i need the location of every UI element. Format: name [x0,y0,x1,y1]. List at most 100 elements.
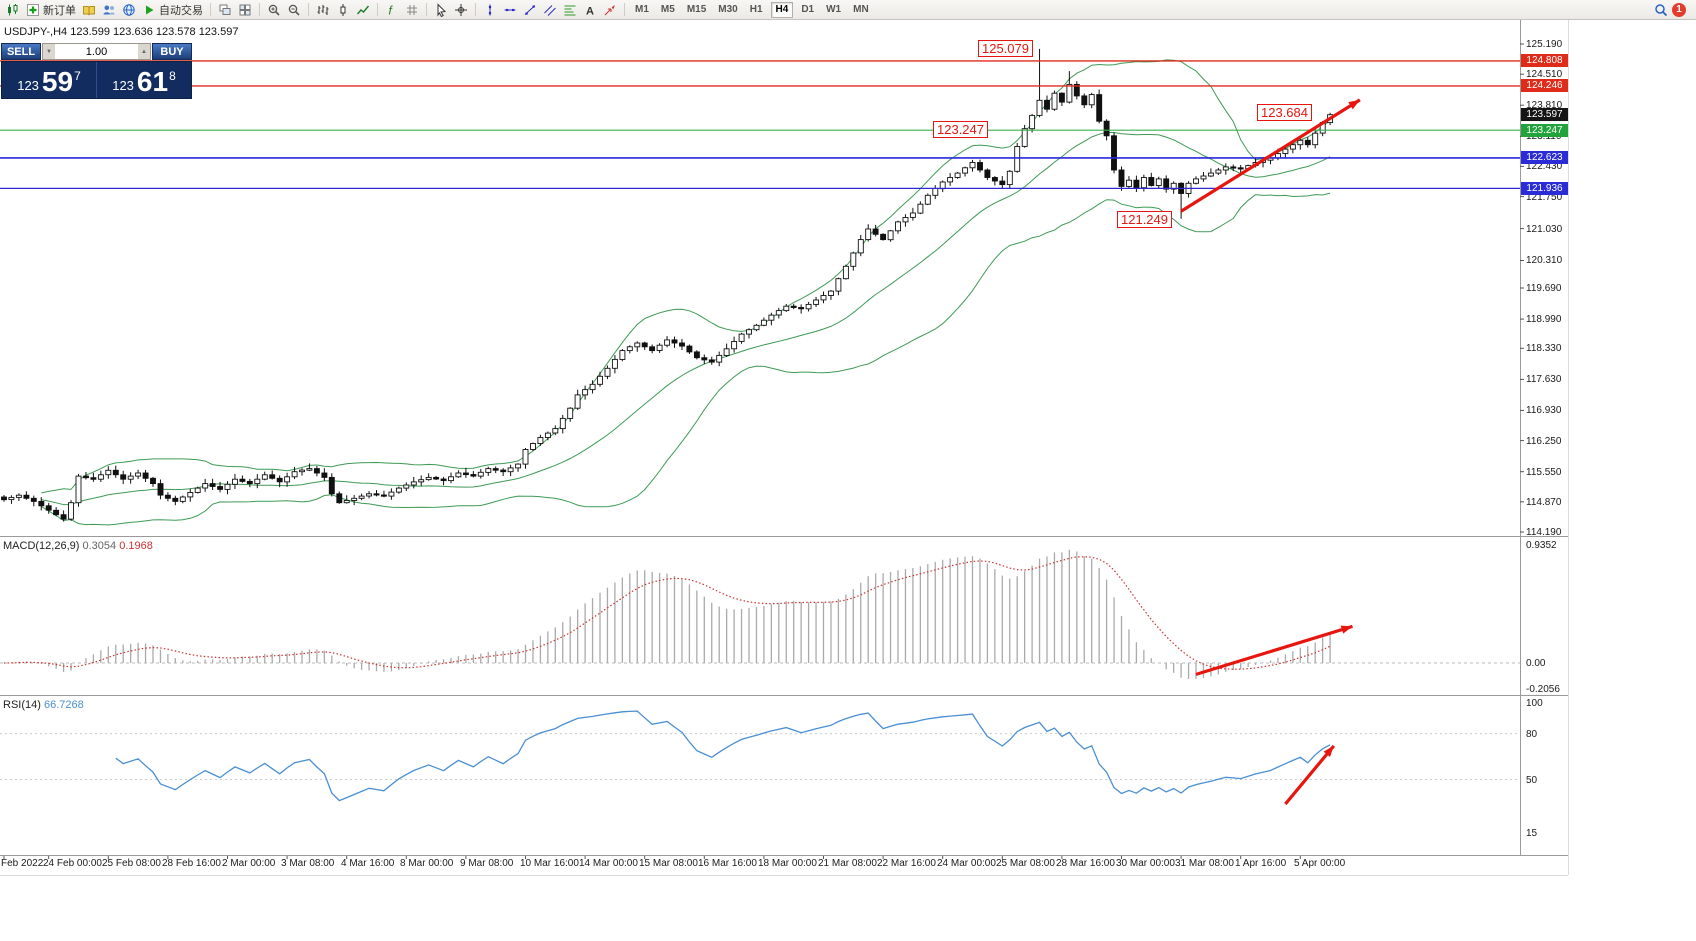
vertical-line-icon[interactable] [481,2,499,18]
arrows-tool-icon[interactable] [601,2,619,18]
bb-upper [41,59,1331,494]
grid-icon[interactable] [403,2,421,18]
one-click-trading-panel: SELL ▼ 1.00 ▲ BUY 123 59 7 123 61 8 [1,43,192,99]
grid-icon-glyph [407,4,417,15]
tile-windows-icon[interactable] [236,2,254,18]
timeframe-d1[interactable]: D1 [801,3,815,15]
sell-price-pip: 7 [74,69,81,83]
arrows-tool-icon-glyph [604,4,615,15]
macd-pane [0,549,1520,679]
cascade-windows-icon[interactable] [216,2,234,18]
text-tool-icon[interactable]: A [581,2,599,18]
rsi-name: RSI(14) [3,699,41,711]
volume-input[interactable]: 1.00 [85,45,108,58]
price-tick: 124.510 [1526,69,1563,80]
toolbar-separator [475,3,476,16]
new-order-button-label: 新订单 [43,4,76,17]
market-watch-icon-glyph [83,5,95,15]
web-terminal-icon[interactable] [120,2,138,18]
equidistant-channel-icon[interactable] [541,2,559,18]
zoom-out-icon[interactable] [285,2,303,18]
time-tick: 14 Mar 00:00 [579,858,638,869]
timeframe-m15[interactable]: M15 [686,3,707,15]
time-tick: 28 Feb 16:00 [162,858,221,869]
time-tick: 30 Mar 00:00 [1116,858,1175,869]
sell-button[interactable]: SELL [1,43,41,60]
rsi-tick: 15 [1526,828,1538,839]
buy-price-pip: 8 [169,69,176,83]
horizontal-line-icon[interactable] [501,2,519,18]
trend-arrow-price[interactable] [1180,98,1361,213]
price-callout[interactable]: 123.247 [933,121,988,138]
time-tick: 21 Mar 08:00 [818,858,877,869]
community-icon[interactable] [100,2,118,18]
new-order-button[interactable]: 新订单 [24,2,78,18]
macd-tick: 0.00 [1526,658,1546,669]
sell-price[interactable]: 123 59 7 [2,62,96,98]
bar-chart-icon[interactable] [314,2,332,18]
timeframe-mn[interactable]: MN [853,3,869,15]
price-tick: 116.930 [1526,405,1562,416]
trend-arrow-macd[interactable] [1195,624,1353,676]
timeframe-h4[interactable]: H4 [770,1,794,18]
buy-button[interactable]: BUY [152,43,192,60]
crosshair-icon[interactable] [452,2,470,18]
timeframe-w1[interactable]: W1 [826,3,842,15]
rsi-pane [0,710,1520,802]
price-callout[interactable]: 123.684 [1257,104,1312,121]
macd-signal-value: 0.1968 [119,540,153,552]
notification-badge[interactable]: 1 [1672,2,1686,17]
price-tick: 125.190 [1526,39,1563,50]
cursor-icon-glyph [437,2,447,17]
auto-trading-button-glyph [146,5,154,14]
equidistant-channel-icon-glyph [544,4,556,16]
cursor-icon[interactable] [432,2,450,18]
line-chart-icon[interactable] [354,2,372,18]
symbol-name: USDJPY-,H4 [4,26,68,38]
svg-text:A: A [586,5,594,17]
rsi-line [115,710,1331,802]
indicators-icon-glyph: f [389,3,394,17]
time-tick: Feb 2022 [1,858,44,869]
time-tick: 31 Mar 08:00 [1175,858,1234,869]
fibonacci-icon[interactable] [561,2,579,18]
volume-stepper: ▼ 1.00 ▲ [42,43,151,60]
one-click-prices: 123 59 7 123 61 8 [1,61,192,99]
time-tick: 22 Mar 16:00 [877,858,936,869]
macd-label: MACD(12,26,9) 0.3054 0.1968 [3,540,153,552]
timeframe-h1[interactable]: H1 [749,3,763,15]
price-callout[interactable]: 121.249 [1117,211,1172,228]
timeframe-m30[interactable]: M30 [718,3,738,15]
time-tick: 25 Feb 08:00 [102,858,161,869]
volume-down-button[interactable]: ▼ [43,44,55,59]
timeframe-m5[interactable]: M5 [660,3,675,15]
price-callout[interactable]: 125.079 [978,40,1033,57]
price-tick: 120.310 [1526,255,1563,266]
bb-middle [41,131,1331,506]
time-tick: 24 Feb 00:00 [43,858,102,869]
trend-arrow-rsi[interactable] [1284,744,1336,806]
candles-layer [1,48,1334,522]
buy-price-big: 123 [112,78,134,93]
price-tick: 114.190 [1526,527,1562,538]
buy-price-main: 61 [136,66,169,97]
buy-price[interactable]: 123 61 8 [97,62,191,98]
candlestick-chart-icon[interactable] [334,2,352,18]
macd-tick: 0.9352 [1526,540,1557,551]
indicators-icon[interactable]: f [383,2,401,18]
timeframe-m1[interactable]: M1 [635,3,649,15]
trendline-icon[interactable] [521,2,539,18]
volume-up-button[interactable]: ▲ [138,44,150,59]
market-watch-icon[interactable] [80,2,98,18]
price-tick: 116.250 [1526,436,1562,447]
tile-windows-icon-glyph [239,4,251,15]
rsi-value: 66.7268 [43,699,84,711]
zoom-in-icon[interactable] [265,2,283,18]
chart-window-icon[interactable] [4,2,22,18]
search-button[interactable] [1652,2,1670,18]
rsi-tick: 80 [1526,729,1538,740]
auto-trading-button[interactable]: 自动交易 [140,2,205,18]
vertical-line-icon-glyph [488,4,492,15]
macd-tick: -0.2056 [1526,684,1560,695]
